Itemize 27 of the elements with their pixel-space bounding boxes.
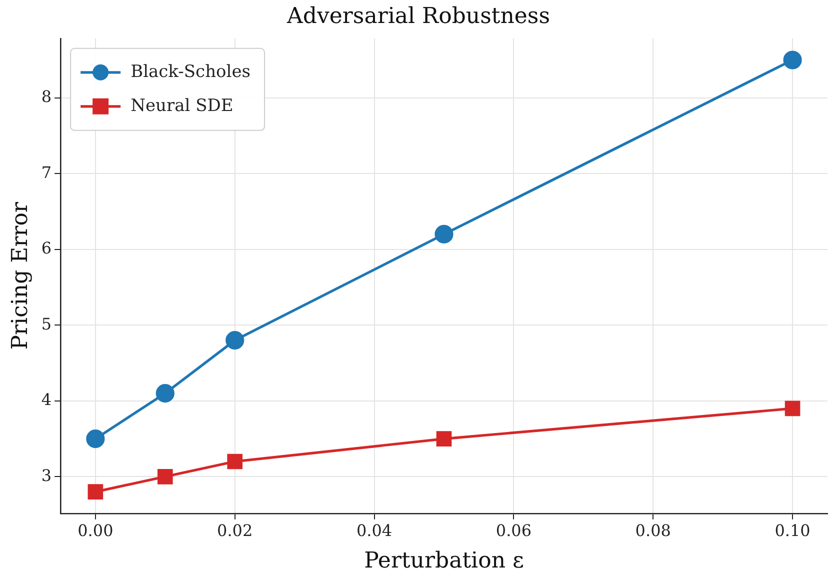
legend-label: Neural SDE <box>130 96 234 116</box>
point <box>156 384 174 403</box>
y-tick-label: 3 <box>41 466 52 485</box>
y-tick-label: 4 <box>41 390 52 410</box>
y-tick-label: 8 <box>41 87 52 106</box>
point <box>227 454 243 470</box>
point <box>157 468 173 484</box>
point <box>783 50 802 70</box>
x-tick-label: 0.08 <box>635 521 671 540</box>
point <box>86 429 105 448</box>
y-tick-label: 6 <box>41 238 52 258</box>
point <box>88 484 104 500</box>
point <box>434 224 454 244</box>
x-tick-label: 0.10 <box>774 521 810 540</box>
point <box>226 330 244 350</box>
x-axis-title: Perturbation ε <box>364 548 524 574</box>
x-tick-label: 0.02 <box>217 521 253 540</box>
x-tick-label: 0.04 <box>356 521 392 540</box>
chart-title: Adversarial Robustness <box>286 4 550 29</box>
point <box>436 431 452 446</box>
y-tick-label: 5 <box>41 314 52 334</box>
y-tick-label: 7 <box>41 162 52 182</box>
y-axis-title: Pricing Error <box>8 202 33 350</box>
x-tick-label: 0.06 <box>496 521 532 540</box>
x-tick-label: 0.00 <box>78 521 114 540</box>
legend-label: Black-Scholes <box>130 62 250 82</box>
point <box>784 400 800 416</box>
